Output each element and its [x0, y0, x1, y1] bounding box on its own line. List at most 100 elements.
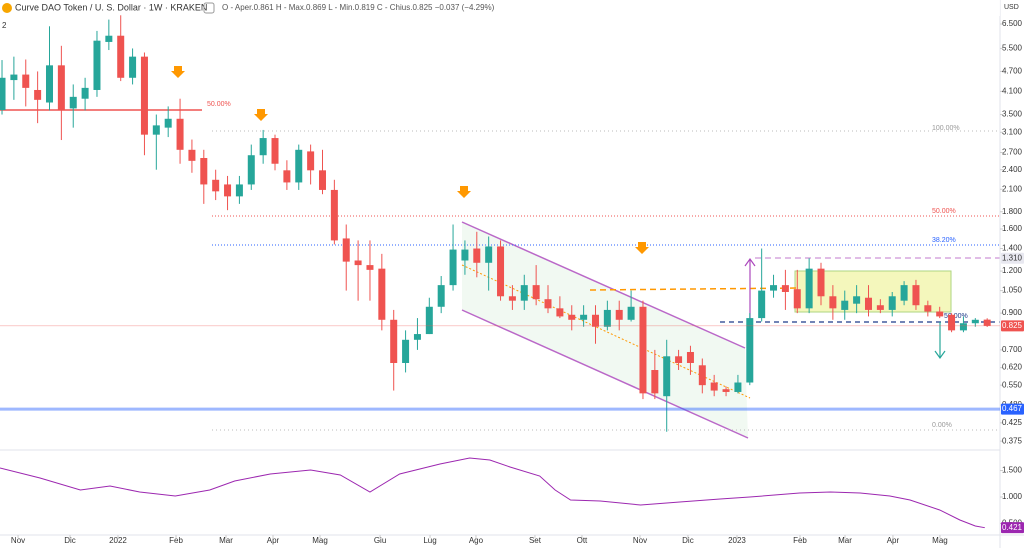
candle-body: [627, 306, 635, 320]
candle-body: [556, 308, 564, 317]
candle-body: [461, 249, 469, 261]
candle-body: [105, 35, 113, 42]
header-bar: [0, 0, 1000, 16]
candle-body: [734, 382, 742, 392]
candle-body: [425, 306, 433, 335]
toggle[interactable]: [203, 2, 215, 14]
candle-body: [568, 314, 576, 320]
indicator-label: 0.421: [1002, 523, 1023, 532]
x-tick-label: Ago: [469, 536, 484, 545]
annotation: 50.00%: [932, 208, 956, 215]
candle-body: [330, 189, 338, 241]
candle-body: [57, 65, 65, 111]
y-tick-label: 1.400: [1002, 244, 1023, 253]
candle-body: [710, 382, 718, 391]
resistance-line: [589, 287, 801, 291]
candle-body: [485, 246, 493, 263]
candle-body: [520, 285, 528, 301]
y-tick-label: 3.100: [1002, 127, 1023, 136]
y-tick-label: 5.500: [1002, 44, 1023, 53]
candle-body: [378, 268, 386, 320]
y-tick-label: 2.100: [1002, 184, 1023, 193]
candle-body: [69, 96, 77, 109]
candle-body: [176, 118, 184, 150]
candle-body: [497, 246, 505, 297]
candle-body: [698, 365, 706, 386]
candle-body: [532, 285, 540, 300]
candle-body: [473, 248, 481, 263]
candle-body: [390, 319, 398, 363]
collapsed-panes[interactable]: 2: [2, 21, 7, 30]
candle-body: [686, 351, 694, 363]
y-tick-label: 1.200: [1002, 266, 1023, 275]
candle-body: [259, 138, 267, 156]
candle-body: [283, 170, 291, 183]
x-tick-label: Mar: [219, 536, 233, 545]
x-tick-label: Set: [529, 536, 542, 545]
currency[interactable]: USD: [1004, 4, 1019, 11]
candle-body: [651, 370, 659, 394]
channel-lower: [461, 309, 749, 439]
x-tick-label: Lug: [423, 536, 436, 545]
x-tick-label: Nov: [11, 536, 25, 545]
candle-body: [0, 77, 6, 111]
y-tick-label: 0.550: [1002, 380, 1023, 389]
candle-body: [402, 339, 410, 363]
candle-body: [224, 184, 232, 197]
y-tick-label: 2.400: [1002, 165, 1023, 174]
candle-body: [805, 268, 813, 309]
y-tick-label: 1.000: [1002, 492, 1023, 501]
channel-upper: [461, 221, 746, 349]
x-tick-label: Feb: [793, 536, 807, 545]
candle-body: [781, 285, 789, 292]
candle-body: [580, 314, 588, 320]
x-tick-label: Ott: [577, 536, 588, 545]
price-label: 0.467: [1002, 404, 1023, 413]
candle-body: [81, 87, 89, 99]
candle-body: [971, 319, 979, 324]
x-tick-label: Dic: [682, 536, 694, 545]
price-label-box: [1001, 252, 1024, 264]
candle-body: [746, 318, 754, 383]
candle-body: [271, 138, 279, 164]
candle-body: [983, 319, 991, 326]
x-tick-label: Giu: [374, 536, 386, 545]
candle-body: [152, 125, 160, 135]
candle-body: [45, 65, 53, 103]
price-label-box: [1001, 320, 1024, 332]
x-tick-label: Apr: [267, 536, 280, 545]
candle-body: [10, 74, 18, 81]
arrow-down-head: [934, 350, 946, 360]
x-tick-label: Mag: [312, 536, 328, 545]
candle-body: [912, 285, 920, 306]
y-tick-label: 1.600: [1002, 224, 1023, 233]
x-tick-label: 2023: [728, 536, 746, 545]
arrow-up-head: [744, 257, 756, 267]
candle-body: [876, 305, 884, 310]
candle-body: [603, 309, 611, 327]
candle-body: [663, 356, 671, 397]
candle-body: [22, 74, 30, 88]
candle-body: [295, 149, 303, 183]
y-tick-label: 1.050: [1002, 286, 1023, 295]
x-tick-label: Dic: [64, 536, 76, 545]
candle-body: [140, 56, 148, 135]
candle-body: [793, 289, 801, 309]
x-tick-label: 2022: [109, 536, 127, 545]
candle-body: [247, 155, 255, 185]
annotation: 38.20%: [932, 237, 956, 244]
x-tick-label: Mag: [932, 536, 948, 545]
candle-body: [615, 309, 623, 320]
candle-body: [817, 268, 825, 297]
candle-body: [164, 118, 172, 128]
candle-body: [437, 285, 445, 307]
candle-body: [770, 285, 778, 291]
x-tick-label: Mar: [838, 536, 852, 545]
signal-arrow: [635, 242, 649, 254]
candle-body: [936, 311, 944, 317]
candle-body: [129, 56, 137, 78]
candle-body: [900, 285, 908, 301]
candle-body: [508, 296, 516, 301]
candle-body: [354, 260, 362, 266]
candle-body: [449, 249, 457, 286]
